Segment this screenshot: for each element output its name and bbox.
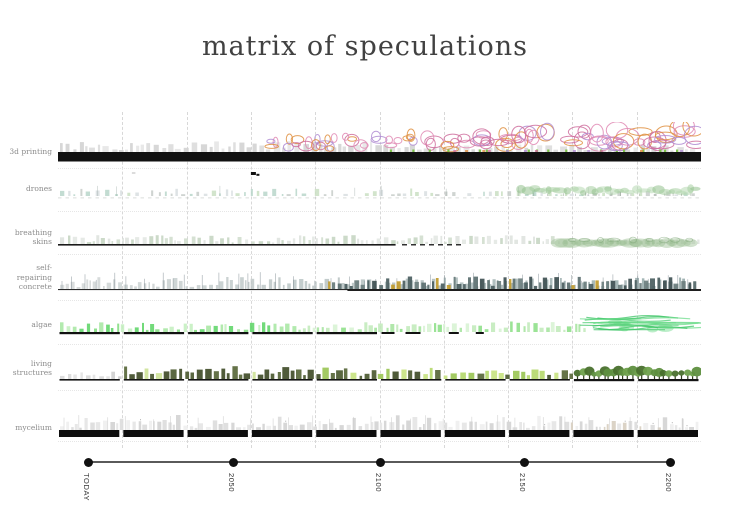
row-label-self-repairing-concrete: self- repairing concrete <box>16 262 52 292</box>
row-separator-line <box>58 344 701 345</box>
grid-dashed-line <box>186 112 188 448</box>
row-separator-line <box>58 300 701 301</box>
grid-dashed-line <box>315 112 317 448</box>
drones-illustration <box>58 172 701 199</box>
row-label-breathing-skins: breathing skins <box>14 227 52 247</box>
row-drones: drones <box>0 170 730 202</box>
mycelium-illustration <box>59 415 699 437</box>
timeline-tick-label: TODAY <box>82 473 91 502</box>
timeline-tick-label: 2200 <box>664 473 673 493</box>
row-algae: algae <box>0 304 730 336</box>
timeline-dot <box>83 457 93 467</box>
row-label-3d-printing: 3d printing <box>9 147 52 157</box>
breathing-skins-illustration <box>58 235 700 248</box>
row-mycelium: mycelium <box>0 398 730 438</box>
living-structures-illustration <box>59 365 701 382</box>
row-label-living-structures: living structures <box>12 358 52 378</box>
row-separator-line <box>58 211 701 212</box>
algae-illustration <box>59 315 701 335</box>
grid-dashed-line <box>572 112 574 448</box>
grid-dashed-line <box>122 112 124 448</box>
row-label-algae: algae <box>31 320 52 330</box>
page-title: matrix of speculations <box>201 31 529 62</box>
grid-dashed-line <box>508 112 510 448</box>
3d-printing-illustration <box>58 122 701 162</box>
row-3d-printing: 3d printing <box>0 122 730 162</box>
self-repairing-concrete-illustration <box>58 272 701 291</box>
row-living-structures: living structures <box>0 348 730 382</box>
timeline-dot <box>519 457 529 467</box>
row-label-drones: drones <box>25 184 52 194</box>
timeline-dot <box>375 457 385 467</box>
timeline-tick-label: 2150 <box>518 473 527 493</box>
timeline-dot <box>228 457 238 467</box>
timeline-tick-label: 2100 <box>374 473 383 493</box>
timeline: TODAY 2050 2100 2150 2200 <box>0 448 730 516</box>
grid-dashed-line <box>379 112 381 448</box>
timeline-tick-label: 2050 <box>227 473 236 493</box>
timeline-dot <box>665 457 675 467</box>
row-self-repairing-concrete: self- repairing concrete <box>0 258 730 292</box>
row-separator-line <box>58 441 701 442</box>
row-separator-line <box>58 168 701 169</box>
row-separator-line <box>58 390 701 391</box>
row-label-mycelium: mycelium <box>15 423 52 433</box>
row-breathing-skins: breathing skins <box>0 218 730 248</box>
row-separator-line <box>58 254 701 255</box>
